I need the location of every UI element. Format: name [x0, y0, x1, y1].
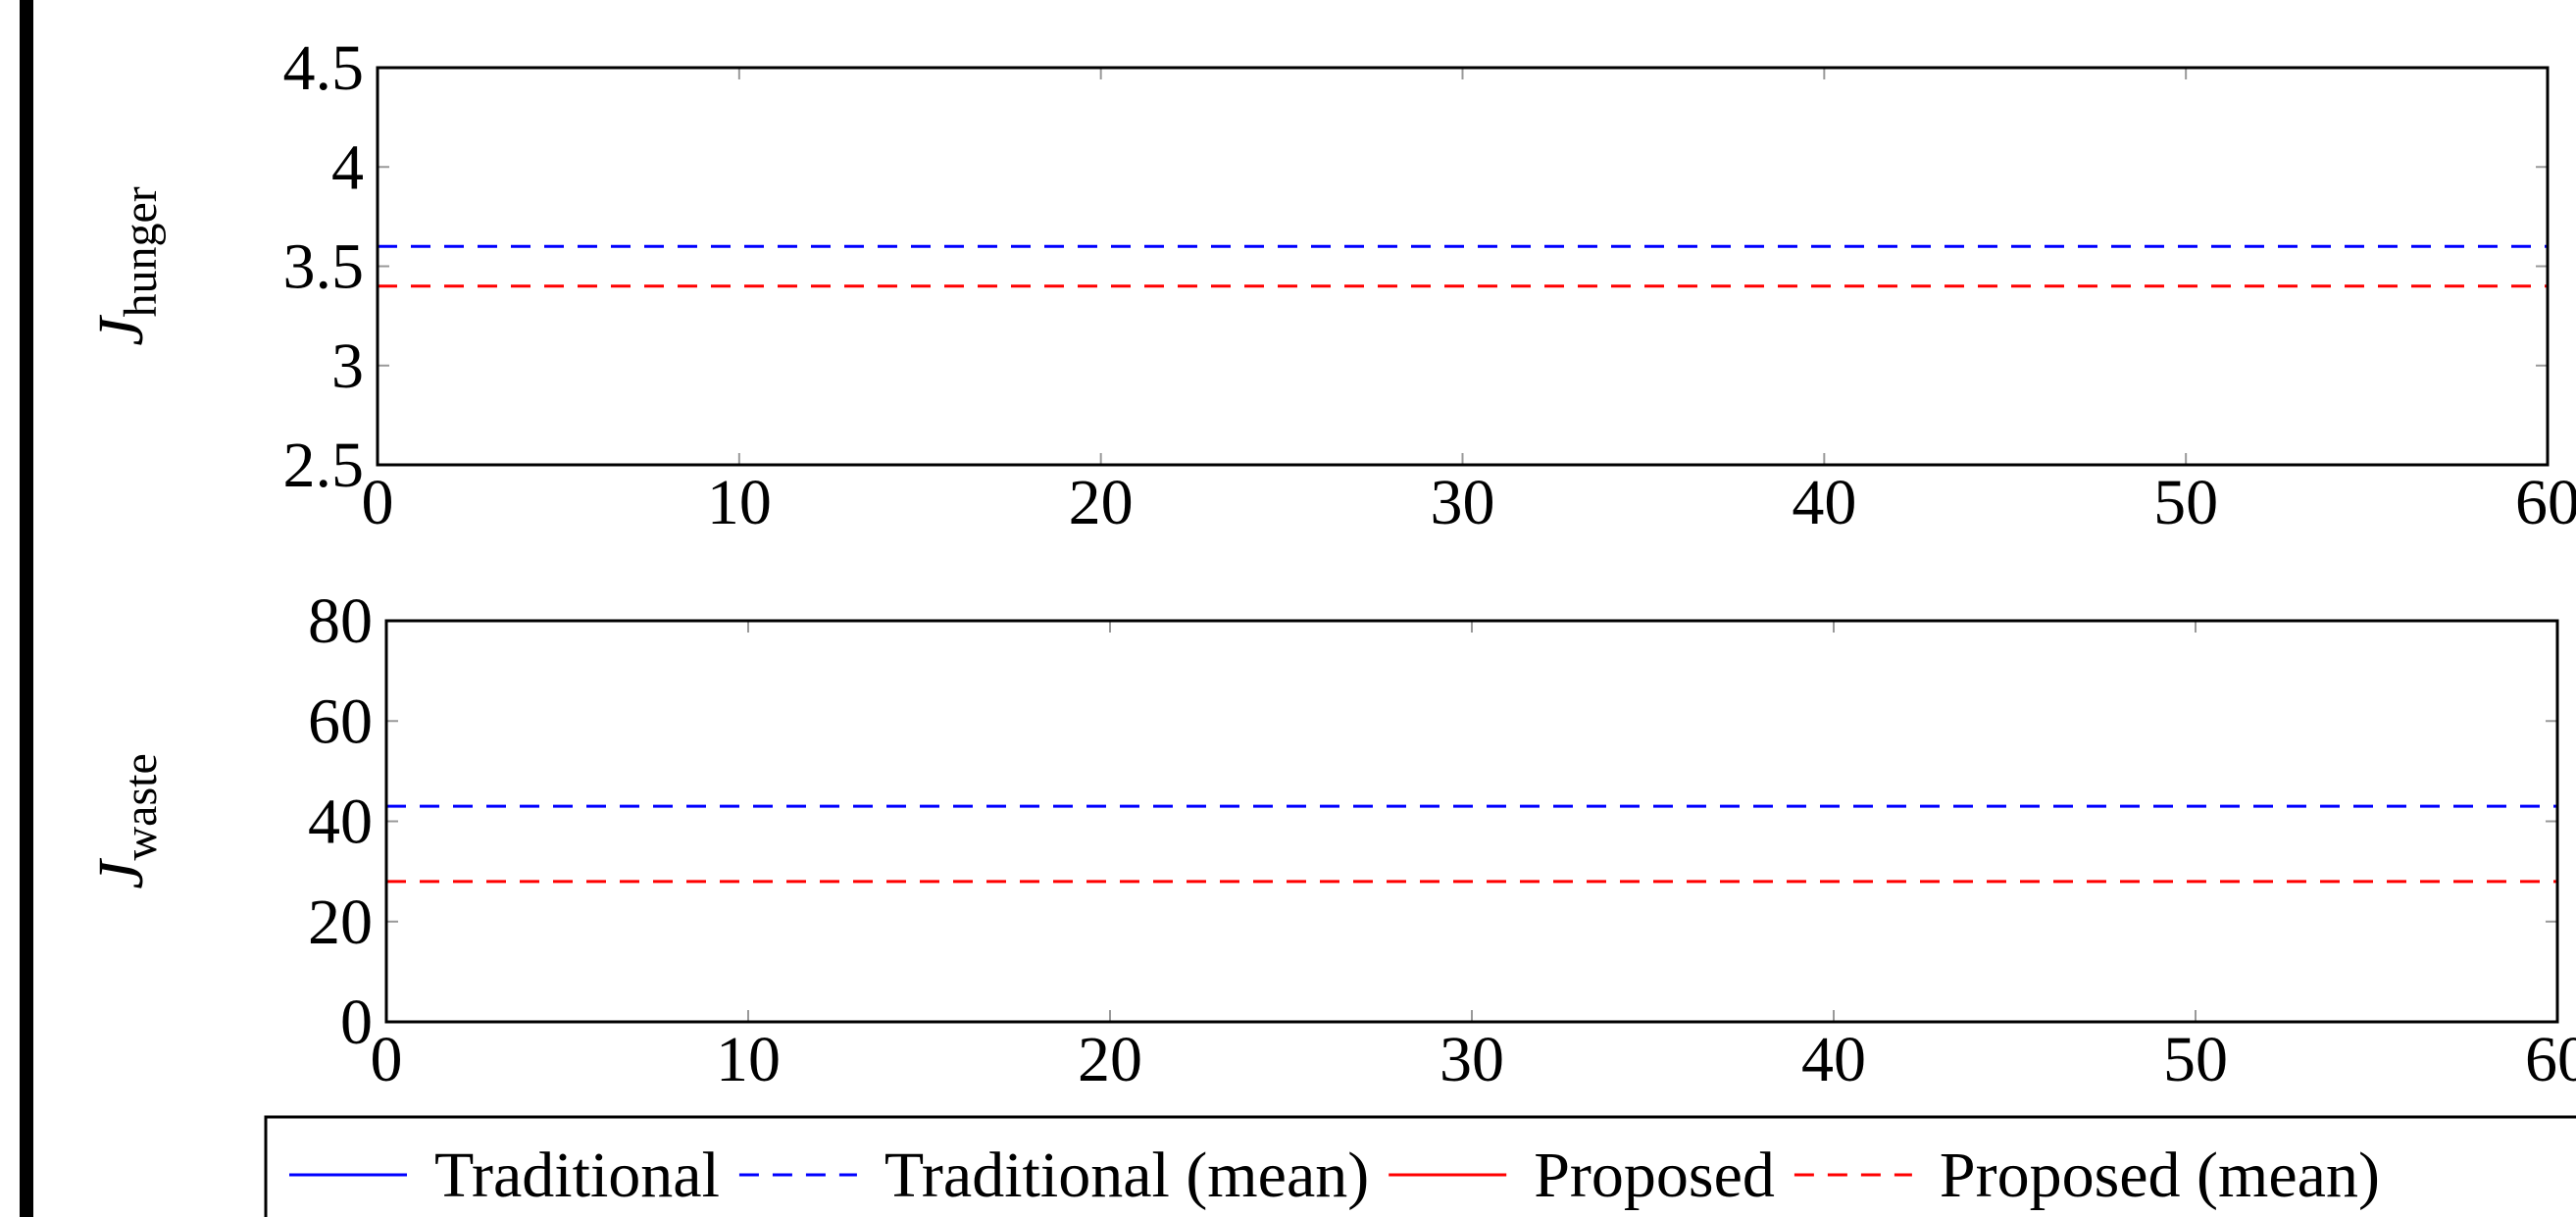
- y-axis-label-sub: hunger: [115, 186, 167, 317]
- y-axis-label-sub: waste: [115, 753, 167, 860]
- legend-label: Traditional: [434, 1140, 720, 1211]
- x-tick-label: 30: [1440, 1024, 1504, 1095]
- left-border: [20, 0, 33, 1217]
- y-axis-label-main: J: [85, 858, 157, 889]
- plot-frame: [384, 619, 2559, 1024]
- y-tick-label: 3: [331, 330, 364, 402]
- y-axis-label-main: J: [85, 315, 157, 346]
- y-tick-label: 2.5: [283, 430, 365, 501]
- legend-box: [264, 1115, 2576, 1217]
- y-tick-label: 40: [308, 786, 373, 858]
- x-tick-label: 40: [1792, 467, 1856, 538]
- y-tick-label: 80: [308, 585, 373, 657]
- x-tick-label: 60: [2515, 467, 2576, 538]
- x-tick-label: 10: [707, 467, 772, 538]
- y-axis-label: Jhunger: [85, 186, 167, 346]
- y-tick-label: 20: [308, 887, 373, 958]
- y-tick-label: 0: [340, 987, 373, 1058]
- x-tick-label: 0: [362, 467, 394, 538]
- x-tick-label: 40: [1801, 1024, 1866, 1095]
- y-tick-label: 60: [308, 685, 373, 757]
- legend-label: Traditional (mean): [884, 1140, 1369, 1211]
- legend-label: Proposed: [1534, 1140, 1775, 1211]
- x-tick-label: 30: [1431, 467, 1495, 538]
- y-axis-label: Jwaste: [85, 753, 167, 889]
- x-tick-label: 10: [716, 1024, 781, 1095]
- y-tick-label: 4.5: [283, 32, 365, 104]
- y-tick-label: 4: [331, 131, 364, 203]
- x-tick-label: 50: [2153, 467, 2218, 538]
- x-tick-label: 50: [2163, 1024, 2228, 1095]
- x-tick-label: 60: [2525, 1024, 2576, 1095]
- x-tick-label: 20: [1078, 1024, 1142, 1095]
- x-tick-label: 0: [371, 1024, 403, 1095]
- legend-label: Proposed (mean): [1940, 1140, 2380, 1211]
- x-tick-label: 20: [1069, 467, 1134, 538]
- y-tick-label: 3.5: [283, 231, 365, 303]
- plot-frame: [376, 66, 2550, 467]
